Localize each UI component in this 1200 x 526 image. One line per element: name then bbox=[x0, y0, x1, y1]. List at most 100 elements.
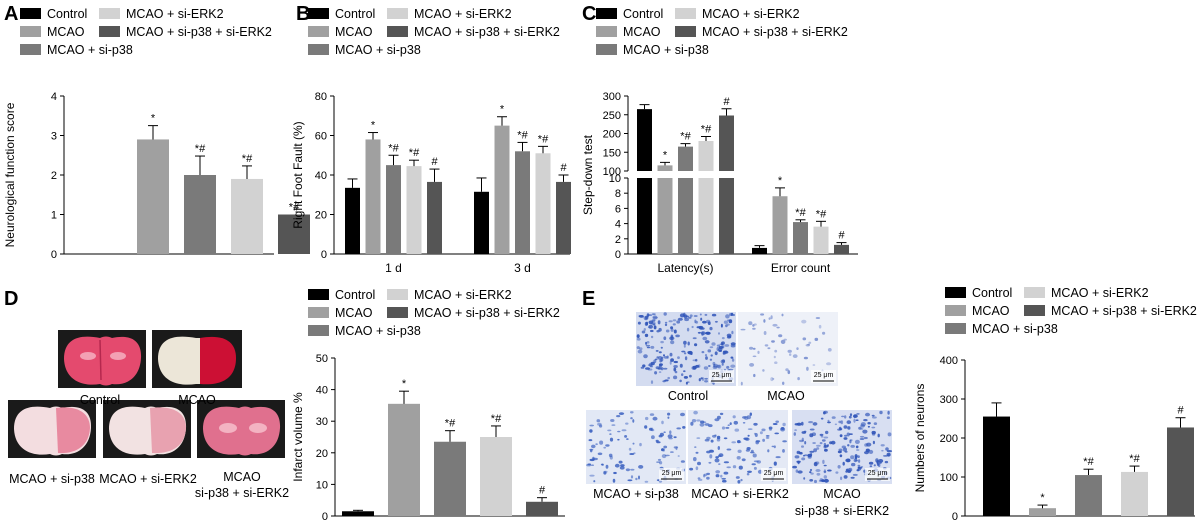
cell-dot bbox=[857, 466, 863, 469]
y-tick-label-D: 10 bbox=[316, 479, 328, 491]
cell-dot bbox=[703, 473, 708, 477]
cell-dot bbox=[880, 444, 885, 447]
cell-dot bbox=[590, 449, 593, 453]
bar-C-1-control bbox=[752, 247, 767, 254]
cell-dot bbox=[782, 449, 785, 453]
cell-dot bbox=[629, 453, 635, 455]
cell-dot bbox=[736, 456, 741, 460]
cell-dot bbox=[863, 436, 868, 440]
legend-swatch-si-p38 bbox=[308, 44, 329, 55]
cell-dot bbox=[700, 420, 705, 424]
cell-dot bbox=[746, 447, 751, 450]
bar-D-si-p38-erk2 bbox=[526, 501, 558, 516]
cell-dot bbox=[843, 425, 848, 429]
cell-dot bbox=[809, 468, 813, 472]
bar-B-1-si-erk2 bbox=[535, 153, 551, 254]
error-bar-B-0-control bbox=[347, 178, 358, 188]
micrograph-si-erk2: 25 μm bbox=[688, 410, 788, 484]
cell-dot bbox=[588, 439, 593, 442]
cell-dot bbox=[785, 368, 789, 372]
cell-dot bbox=[700, 377, 703, 380]
legend-swatch-si-p38 bbox=[596, 44, 617, 55]
cell-dot bbox=[831, 416, 836, 419]
cell-dot bbox=[813, 462, 818, 467]
caption-d-control: Control bbox=[80, 393, 120, 407]
brain-slice-images: Control MCAO MCAO + si-p38 MCAO + si-ERK… bbox=[8, 330, 289, 500]
cell-dot bbox=[684, 356, 688, 361]
cell-dot bbox=[618, 412, 625, 415]
cell-dot bbox=[693, 457, 697, 462]
cell-dot bbox=[767, 347, 771, 350]
brain-image-control bbox=[58, 330, 146, 388]
cell-dot bbox=[823, 410, 828, 414]
legend-swatch-si-p38 bbox=[945, 323, 966, 334]
sig-label-B-1-mcao: * bbox=[500, 104, 505, 116]
cell-dot bbox=[718, 346, 724, 349]
sig-label-E-si-p38-erk2: # bbox=[1177, 405, 1184, 417]
cell-dot bbox=[754, 433, 758, 437]
cell-dot bbox=[748, 321, 753, 326]
legend-label-control: Control bbox=[623, 7, 663, 21]
error-bar-B-1-control bbox=[476, 177, 487, 192]
cell-dot bbox=[887, 410, 890, 415]
caption-d-combo-line2: si-p38 + si-ERK2 bbox=[195, 486, 289, 500]
cell-dot bbox=[637, 349, 643, 354]
cell-dot bbox=[625, 422, 629, 425]
cell-dot bbox=[676, 427, 681, 430]
cell-dot bbox=[706, 436, 711, 440]
cell-dot bbox=[854, 439, 860, 444]
cell-dot bbox=[761, 428, 766, 432]
error-bar-C-1-si-p38 bbox=[795, 219, 806, 223]
cell-dot bbox=[619, 466, 625, 470]
cell-dot bbox=[656, 461, 661, 463]
cell-dot bbox=[626, 438, 629, 440]
cell-dot bbox=[715, 456, 719, 459]
cell-dot bbox=[844, 450, 848, 453]
cell-dot bbox=[646, 321, 648, 326]
bar-B-1-si-p38 bbox=[515, 151, 530, 254]
cell-dot bbox=[868, 461, 874, 465]
cell-dot bbox=[821, 439, 826, 442]
cell-dot bbox=[867, 422, 871, 425]
legend-label-si-erk2: MCAO + si-ERK2 bbox=[1051, 286, 1149, 300]
cell-dot bbox=[677, 356, 680, 359]
micrograph-si-p38-si-erk2-scale-label: 25 μm bbox=[868, 470, 888, 477]
cell-dot bbox=[802, 337, 807, 341]
cell-dot bbox=[799, 439, 804, 443]
cell-dot bbox=[881, 449, 884, 452]
error-bar-E-mcao bbox=[1037, 504, 1048, 509]
y-tick-label-C: 0 bbox=[615, 249, 621, 261]
legend-swatch-mcao bbox=[945, 305, 966, 316]
cell-dot bbox=[716, 344, 721, 347]
caption-d-si-erk2: MCAO + si-ERK2 bbox=[99, 472, 197, 486]
y-tick-label-C: 150 bbox=[603, 147, 621, 159]
cell-dot bbox=[696, 437, 701, 439]
cell-dot bbox=[824, 448, 828, 452]
error-bar-A-si-p38 bbox=[195, 155, 205, 175]
cell-dot bbox=[639, 442, 642, 447]
cell-dot bbox=[646, 313, 650, 317]
cell-dot bbox=[725, 324, 728, 328]
sig-label-E-si-p38: *# bbox=[1083, 456, 1094, 468]
cell-dot bbox=[827, 444, 829, 447]
cell-dot bbox=[775, 456, 781, 459]
cell-dot bbox=[695, 358, 698, 362]
cell-dot bbox=[726, 323, 730, 326]
cell-dot bbox=[695, 466, 699, 471]
cell-dot bbox=[774, 349, 778, 353]
cell-dot bbox=[853, 458, 857, 463]
error-bar-C-1-si-p38-erk2 bbox=[836, 242, 847, 245]
cell-dot bbox=[660, 346, 663, 349]
cell-dot bbox=[597, 422, 602, 426]
cell-dot bbox=[608, 453, 613, 458]
cell-dot bbox=[823, 445, 827, 449]
bar-B-0-mcao bbox=[365, 139, 381, 254]
legend-label-mcao: MCAO bbox=[972, 304, 1010, 318]
cell-dot bbox=[706, 450, 711, 454]
cell-dot bbox=[661, 448, 664, 452]
cell-dot bbox=[808, 421, 813, 424]
cell-dot bbox=[855, 419, 859, 422]
sig-label-C-1-si-p38-erk2: # bbox=[838, 230, 845, 242]
cell-dot bbox=[636, 346, 640, 350]
cell-dot bbox=[846, 420, 852, 425]
